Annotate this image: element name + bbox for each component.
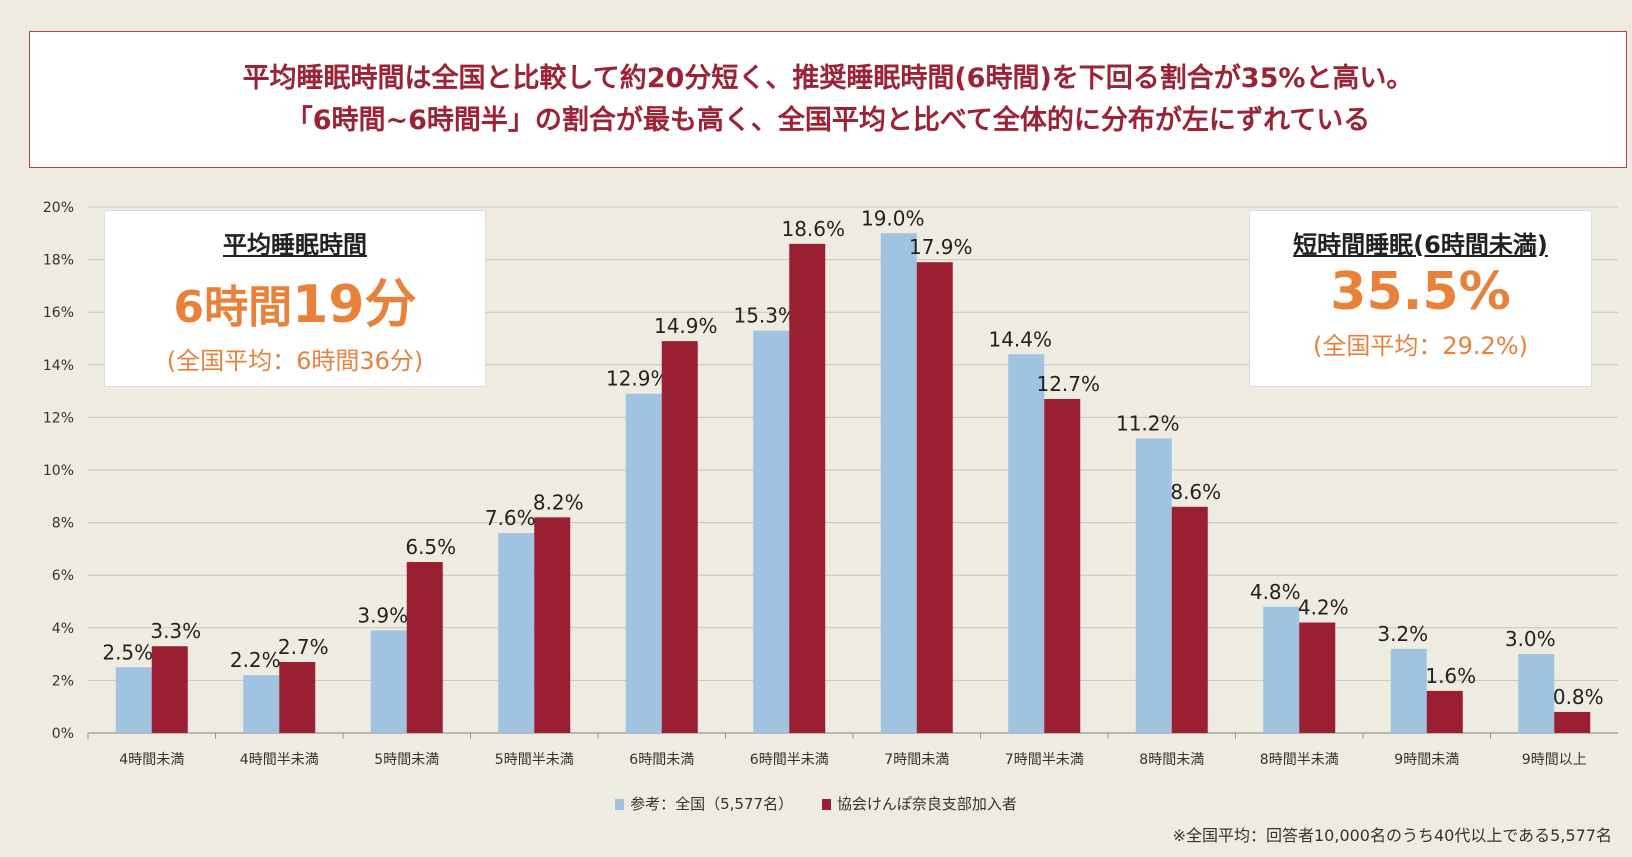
average-sleep-title: 平均睡眠時間: [223, 231, 367, 259]
data-label: 2.5%: [102, 640, 153, 664]
bar-national: [243, 675, 280, 733]
bar-national: [1135, 438, 1172, 733]
legend-nara: 協会けんぽ奈良支部加入者: [821, 795, 1017, 813]
bar-nara: [789, 243, 826, 733]
short-sleep-title: 短時間睡眠(6時間未満): [1293, 231, 1548, 259]
average-sleep-hours: 6時間: [173, 282, 293, 333]
headline-line-1: 平均睡眠時間は全国と比較して約20分短く、推奨睡眠時間(6時間)を下回る割合が3…: [242, 62, 1414, 94]
bar-nara: [406, 562, 443, 733]
bar-national: [115, 667, 152, 733]
data-label: 3.9%: [357, 603, 408, 627]
bar-nara: [279, 661, 316, 733]
short-sleep-national: (全国平均：29.2%): [1313, 332, 1528, 360]
x-tick-label: 5時間未満: [374, 752, 439, 768]
bar-nara: [661, 341, 698, 733]
legend-swatch-national: [615, 799, 625, 810]
bar-national: [880, 233, 917, 734]
data-label: 12.9%: [606, 367, 670, 391]
x-tick-label: 9時間以上: [1522, 752, 1587, 768]
bar-national: [1008, 354, 1045, 733]
bar-national: [498, 533, 535, 733]
data-label: 4.2%: [1298, 596, 1349, 620]
data-label: 4.8%: [1250, 580, 1301, 604]
x-tick-label: 6時間未満: [629, 752, 694, 768]
x-tick-label: 6時間半未満: [750, 752, 829, 768]
data-label: 18.6%: [781, 217, 845, 241]
data-label: 3.0%: [1505, 627, 1556, 651]
bar-national: [370, 630, 407, 733]
y-tick-label: 4%: [52, 621, 74, 637]
x-tick-label: 5時間半未満: [495, 752, 574, 768]
data-label: 17.9%: [909, 235, 973, 259]
bar-nara: [151, 646, 188, 733]
x-tick-label: 7時間半未満: [1005, 752, 1084, 768]
x-tick-label: 7時間未満: [884, 752, 949, 768]
bar-nara: [916, 262, 953, 733]
x-tick-label: 8時間半未満: [1260, 752, 1339, 768]
bar-nara: [1044, 398, 1081, 733]
y-tick-label: 8%: [52, 516, 74, 532]
bar-national: [625, 393, 662, 733]
data-label: 6.5%: [405, 535, 456, 559]
x-tick-label: 9時間未満: [1394, 752, 1459, 768]
data-label: 8.6%: [1170, 480, 1221, 504]
bar-nara: [1299, 622, 1336, 733]
legend-national: 参考：全国（5,577名）: [615, 795, 793, 813]
y-tick-label: 0%: [52, 726, 74, 742]
y-tick-label: 12%: [43, 410, 74, 426]
legend-label-nara: 協会けんぽ奈良支部加入者: [836, 795, 1017, 813]
y-tick-label: 20%: [43, 200, 74, 216]
footnote: ※全国平均：回答者10,000名のうち40代以上である5,577名: [1172, 826, 1612, 845]
bar-nara: [1426, 690, 1463, 733]
data-label: 3.2%: [1377, 622, 1428, 646]
data-label: 3.3%: [150, 619, 201, 643]
y-tick-label: 2%: [52, 673, 74, 689]
data-label: 0.8%: [1553, 685, 1604, 709]
data-label: 7.6%: [485, 506, 536, 530]
data-label: 15.3%: [733, 304, 797, 328]
bar-national: [1390, 648, 1427, 733]
data-label: 2.2%: [230, 648, 281, 672]
average-sleep-value: 6時間19分: [105, 262, 485, 337]
y-tick-label: 6%: [52, 568, 74, 584]
legend: 参考：全国（5,577名） 協会けんぽ奈良支部加入者: [0, 793, 1632, 814]
legend-label-national: 参考：全国（5,577名）: [630, 795, 794, 813]
bar-national: [1263, 606, 1300, 733]
short-sleep-box: 短時間睡眠(6時間未満) 35.5% (全国平均：29.2%): [1249, 210, 1592, 387]
legend-swatch-nara: [821, 799, 831, 810]
x-tick-label: 4時間半未満: [240, 752, 319, 768]
short-sleep-value: 35.5%: [1330, 262, 1511, 322]
x-tick-label: 4時間未満: [119, 752, 184, 768]
y-tick-label: 14%: [43, 358, 74, 374]
data-label: 1.6%: [1425, 664, 1476, 688]
bar-nara: [1554, 711, 1591, 733]
data-label: 2.7%: [278, 635, 329, 659]
data-label: 14.9%: [654, 314, 718, 338]
data-label: 14.4%: [988, 327, 1052, 351]
y-tick-label: 10%: [43, 463, 74, 479]
headline-line-2: 「6時間~6時間半」の割合が最も高く、全国平均と比べて全体的に分布が左にずれてい…: [285, 104, 1371, 136]
bar-nara: [1171, 506, 1208, 733]
bar-nara: [534, 517, 571, 733]
x-tick-label: 8時間未満: [1139, 752, 1204, 768]
data-label: 8.2%: [533, 490, 584, 514]
headline-box: 平均睡眠時間は全国と比較して約20分短く、推奨睡眠時間(6時間)を下回る割合が3…: [29, 31, 1627, 168]
bar-national: [753, 330, 790, 733]
y-tick-label: 16%: [43, 305, 74, 321]
average-sleep-national: (全国平均：6時間36分): [166, 347, 424, 375]
average-sleep-minutes: 19分: [292, 275, 417, 335]
bar-national: [1518, 654, 1555, 733]
y-tick-label: 18%: [43, 253, 74, 269]
data-label: 11.2%: [1116, 411, 1180, 435]
average-sleep-box: 平均睡眠時間 6時間19分 (全国平均：6時間36分): [104, 210, 486, 387]
data-label: 12.7%: [1036, 372, 1100, 396]
data-label: 19.0%: [861, 206, 925, 230]
